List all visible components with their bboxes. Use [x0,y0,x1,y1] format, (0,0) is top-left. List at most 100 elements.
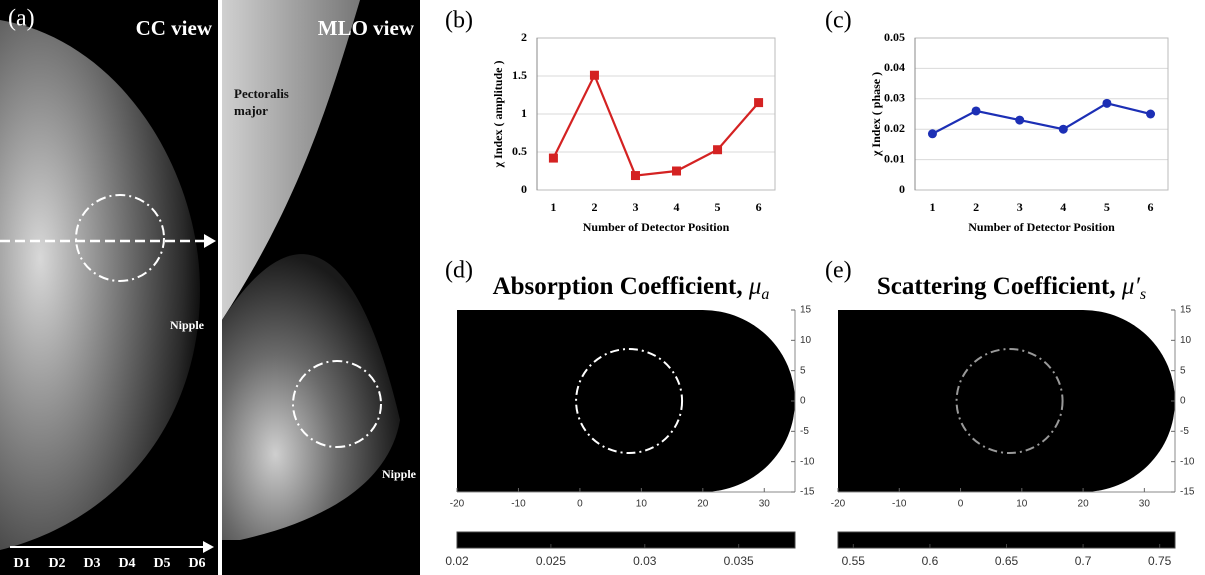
y-tick-label: 1 [521,106,527,120]
title-symbol: μ [748,273,762,300]
detector-label: D1 [13,556,30,571]
heat-cell [1068,325,1099,356]
heat-cell [945,416,976,447]
heat-cell [823,386,854,417]
heat-cell [565,447,596,478]
view-title: MLO view [318,16,415,40]
heat-cell [503,356,534,387]
marker [672,167,681,176]
heat-cell [657,386,688,417]
heat-cell [1129,356,1160,387]
heat-cell [884,386,915,417]
y-tick-label: 10 [800,335,812,346]
y-tick-label: -10 [1180,456,1195,467]
heat-cell [945,447,976,478]
y-axis-label: χ Index ( phase ) [869,72,883,157]
heat-cell [472,325,503,356]
heat-cell [626,386,657,417]
y-tick-label: 0 [800,396,806,407]
view-title: CC view [136,16,213,40]
heat-cell [1068,447,1099,478]
marker [631,171,640,180]
heat-cell [976,447,1007,478]
heat-cell [853,386,884,417]
colorbar [457,532,795,548]
chart-title: Scattering Coefficient, μ′s [877,273,1146,303]
heat-cell [1129,416,1160,447]
heat-cell [565,416,596,447]
y-tick-label: 0 [899,182,905,196]
heat-cell [472,386,503,417]
colorbar-label: 0.03 [633,554,657,568]
heat-cell [718,325,749,356]
x-tick-label: 20 [1078,499,1090,510]
x-tick-label: 4 [674,200,680,214]
heat-cell [1007,447,1038,478]
heat-cell [853,325,884,356]
heat-cell [823,325,854,356]
heat-cell [442,295,473,326]
heat-cell [1098,416,1129,447]
heat-cell [749,386,780,417]
y-tick-label: 1.5 [512,68,527,82]
y-tick-label: 0.03 [884,91,905,105]
y-tick-label: 0.5 [512,144,527,158]
marker [1015,116,1024,125]
x-tick-label: -20 [450,499,465,510]
heat-cell [442,386,473,417]
y-tick-label: -15 [800,487,815,498]
annotation: Nipple [382,467,417,481]
chart-title: Absorption Coefficient, μa [493,273,770,303]
heat-cell [718,356,749,387]
y-tick-label: 10 [1180,335,1192,346]
heat-cell [1129,386,1160,417]
heat-cell [687,447,718,478]
detector-label: D5 [153,556,170,571]
x-tick-label: 6 [756,200,762,214]
heat-cell [626,416,657,447]
heat-cell [1007,356,1038,387]
x-tick-label: 2 [973,200,979,214]
heat-cell [749,416,780,447]
colorbar-label: 0.65 [995,554,1019,568]
panel-label: (a) [8,6,35,32]
heat-cell [945,386,976,417]
heat-cell [595,356,626,387]
heat-cell [472,356,503,387]
heat-cell [687,356,718,387]
marker [590,71,599,80]
heat-cell [687,325,718,356]
heat-cell [1098,386,1129,417]
x-tick-label: 5 [715,200,721,214]
y-tick-label: 15 [800,305,812,316]
y-tick-label: 0.01 [884,151,905,165]
heat-cell [1068,416,1099,447]
y-tick-label: 2 [521,30,527,44]
heat-cell [1037,447,1068,478]
heat-cell [657,325,688,356]
x-tick-label: 4 [1060,200,1066,214]
marker [1102,99,1111,108]
heat-cell [657,447,688,478]
heat-cell [626,325,657,356]
heat-cell [503,416,534,447]
heat-cell [823,447,854,478]
heat-cell [472,447,503,478]
y-tick-label: -10 [800,456,815,467]
panel-label: (e) [825,258,852,284]
heat-cell [442,325,473,356]
heat-cell [853,447,884,478]
panel-label: (b) [445,8,473,34]
heat-cell [472,416,503,447]
heat-cell [503,386,534,417]
title-text: Absorption Coefficient, [493,273,749,300]
y-tick-label: -15 [1180,487,1195,498]
colorbar-label: 0.7 [1075,554,1092,568]
heat-cell [1037,356,1068,387]
heat-cell [884,447,915,478]
marker [549,154,558,163]
plot-frame [915,38,1168,190]
heat-cell [945,325,976,356]
heat-cell [749,447,780,478]
y-tick-label: 0 [521,182,527,196]
